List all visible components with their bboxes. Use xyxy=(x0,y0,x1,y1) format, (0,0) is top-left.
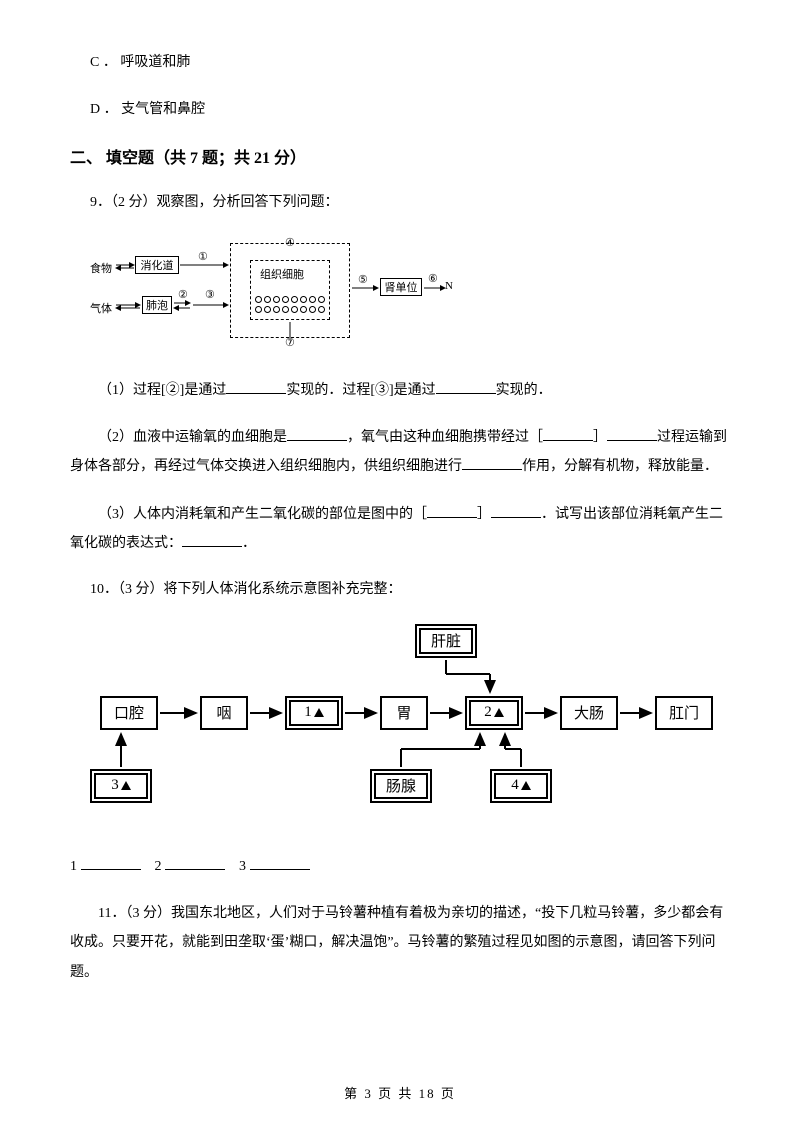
ans-1: 1 xyxy=(70,859,77,874)
q9-diagram: 组织细胞 食物 气体 消化道 肺泡 肾单位 xyxy=(90,238,730,348)
q11-text: 11．（3 分）我国东北地区，人们对于马铃薯种植有着极为亲切的描述，“投下几粒马… xyxy=(70,899,730,987)
num7: ⑦ xyxy=(285,336,295,349)
q9-p1-b: 实现的．过程[③]是通过 xyxy=(286,383,435,398)
q9-p2: （2）血液中运输氧的血细胞是，氧气由这种血细胞携带经过［］过程运输到身体各部分，… xyxy=(70,423,730,482)
q9-p2-b: ，氧气由这种血细胞携带经过［ xyxy=(347,430,543,445)
option-d: D ． 支气管和鼻腔 xyxy=(70,97,730,122)
num1: ① xyxy=(198,250,208,263)
q9-p2-c: ］ xyxy=(593,430,607,445)
option-c: C ． 呼吸道和肺 xyxy=(70,50,730,75)
q9-p3-a: （3）人体内消耗氧和产生二氧化碳的部位是图中的［ xyxy=(98,507,427,522)
d2-arrows xyxy=(80,624,720,824)
q10-stem: 10．（3 分）将下列人体消化系统示意图补充完整： xyxy=(70,577,730,602)
num4: ④ xyxy=(285,236,295,249)
q10-answers: 1 2 3 xyxy=(70,852,730,881)
q9-p1-a: （1）过程[②]是通过 xyxy=(98,383,226,398)
num6: ⑥ xyxy=(428,272,438,285)
page-footer: 第 3 页 共 18 页 xyxy=(0,1083,800,1102)
q9-p3-b: ］ xyxy=(477,507,491,522)
q9-p1: （1）过程[②]是通过 实现的．过程[③]是通过 实现的． xyxy=(70,376,730,405)
q9-p1-c: 实现的． xyxy=(496,383,552,398)
q9-p3-d: ． xyxy=(242,536,256,551)
ans-3: 3 xyxy=(239,859,246,874)
ans-2: 2 xyxy=(155,859,162,874)
section-title: 二、 填空题（共 7 题；共 21 分） xyxy=(70,144,730,168)
q10-diagram: 肝脏 口腔 咽 1 胃 2 大肠 肛门 3 肠腺 4 xyxy=(80,624,720,824)
d1-arrows xyxy=(90,238,450,348)
n-label: N xyxy=(445,280,453,292)
q9-p2-a: （2）血液中运输氧的血细胞是 xyxy=(98,430,287,445)
num2: ② xyxy=(178,288,188,301)
num5: ⑤ xyxy=(358,273,368,286)
num3: ③ xyxy=(205,288,215,301)
q9-p3: （3）人体内消耗氧和产生二氧化碳的部位是图中的［］．试写出该部位消耗氧产生二氧化… xyxy=(70,500,730,559)
q9-p2-e: 作用，分解有机物，释放能量． xyxy=(522,459,718,474)
q9-stem: 9．（2 分）观察图，分析回答下列问题： xyxy=(70,190,730,215)
